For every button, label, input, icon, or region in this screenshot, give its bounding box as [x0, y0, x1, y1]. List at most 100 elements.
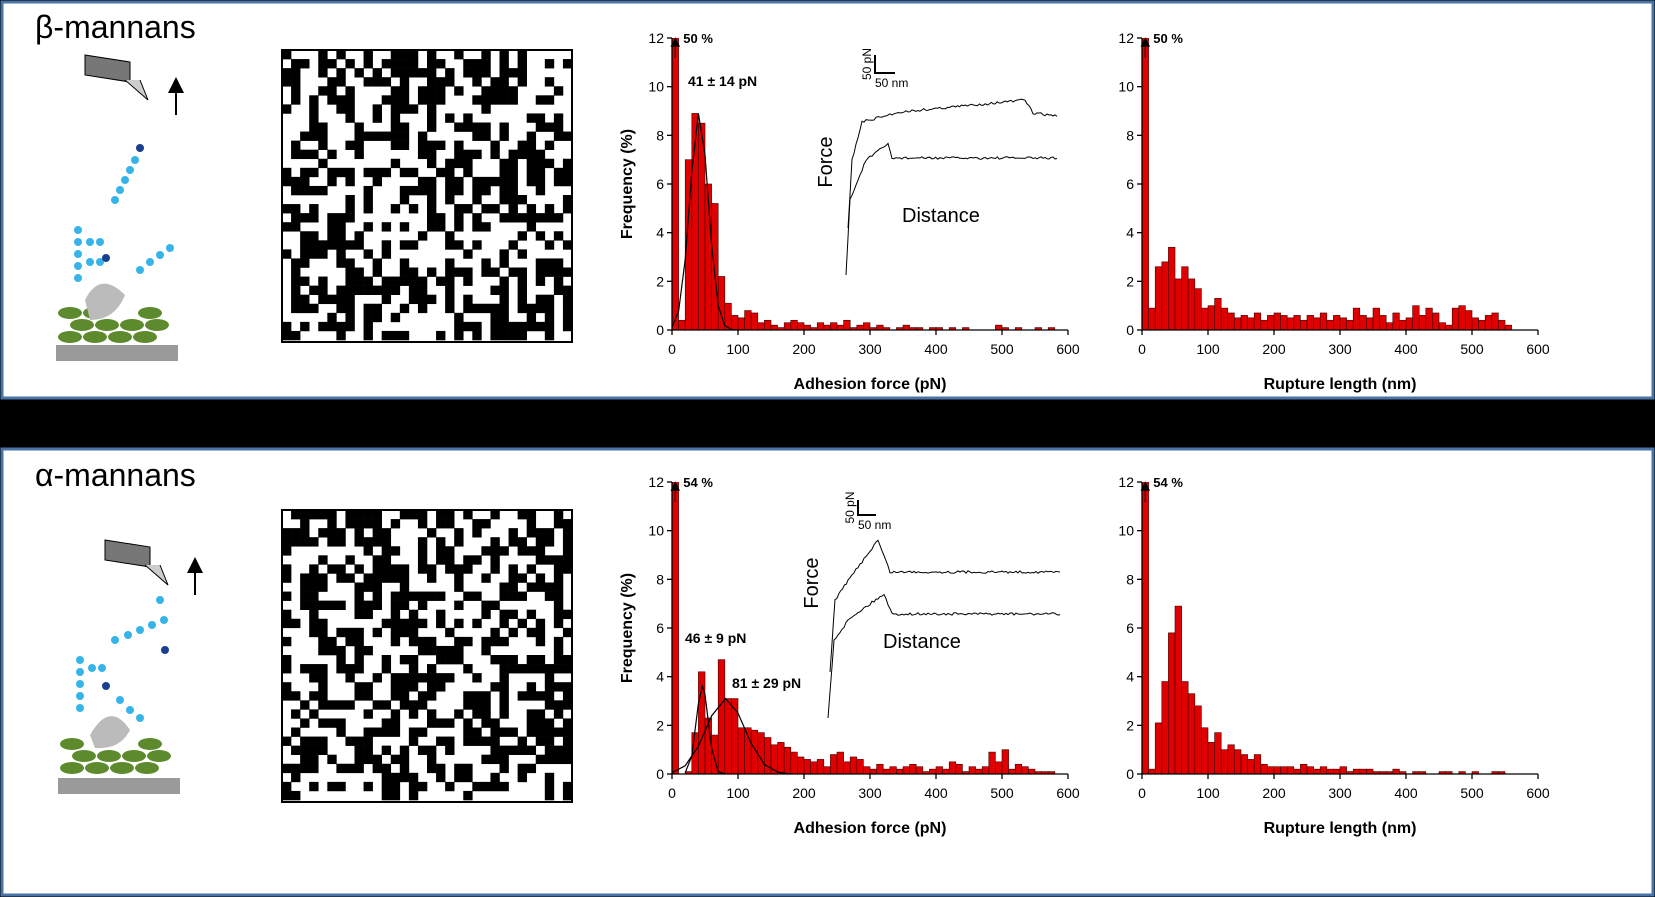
- map-cell: [508, 330, 518, 341]
- map-cell: [345, 86, 355, 96]
- map-cell: [517, 772, 527, 783]
- map-cell: [517, 140, 527, 150]
- map-cell: [372, 104, 382, 114]
- bar: [764, 737, 772, 774]
- map-cell: [508, 167, 518, 178]
- map-cell: [381, 700, 392, 710]
- map-cell: [508, 655, 518, 665]
- map-cell: [490, 204, 500, 214]
- map-cell: [553, 636, 564, 647]
- map-cell: [399, 258, 410, 268]
- bar: [783, 322, 792, 330]
- map-cell: [354, 131, 364, 141]
- map-cell: [445, 167, 455, 178]
- map-cell: [535, 258, 546, 268]
- map-cell: [300, 664, 310, 674]
- bars: [672, 482, 1056, 774]
- map-cell: [309, 231, 319, 241]
- map-cell: [282, 167, 292, 178]
- x-tick-label: 400: [1394, 341, 1418, 357]
- map-cell: [336, 330, 346, 341]
- map-cell: [553, 573, 564, 583]
- map-cell: [490, 655, 500, 665]
- map-cell: [544, 258, 555, 268]
- map-cell: [336, 763, 346, 774]
- map-cell: [535, 736, 546, 746]
- map-cell: [363, 573, 373, 583]
- map-cell: [544, 158, 555, 169]
- map-cell: [436, 772, 446, 783]
- map-cell: [463, 122, 473, 132]
- map-cell: [535, 185, 546, 196]
- map-cell: [526, 321, 537, 332]
- map-cell: [399, 600, 410, 610]
- map-cell: [427, 709, 437, 719]
- map-cell: [372, 537, 382, 547]
- map-cell: [291, 222, 301, 232]
- map-cell: [463, 763, 473, 774]
- map-cell: [436, 655, 446, 665]
- map-cell: [300, 167, 310, 178]
- map-cell: [381, 222, 392, 232]
- map-cell: [309, 510, 319, 520]
- bar: [1293, 315, 1301, 330]
- map-cell: [499, 321, 509, 332]
- map-cell: [291, 303, 301, 314]
- map-cell: [526, 627, 537, 638]
- map-cell: [363, 609, 373, 620]
- map-cell: [454, 582, 464, 592]
- map-cell: [445, 231, 455, 241]
- map-cell: [463, 700, 473, 710]
- map-cell: [381, 564, 392, 574]
- map-cell: [490, 736, 500, 746]
- map-cell: [345, 510, 355, 520]
- map-cell: [408, 50, 419, 60]
- bar: [1300, 763, 1308, 774]
- map-cell: [291, 763, 301, 774]
- bar: [1286, 317, 1295, 330]
- map-cell: [399, 185, 410, 196]
- map-cell: [508, 185, 518, 196]
- bar: [1161, 261, 1169, 330]
- map-cell: [427, 645, 437, 656]
- map-cell: [417, 185, 428, 196]
- map-cell: [454, 564, 464, 574]
- panel: [0, 0, 1655, 400]
- map-cell: [562, 294, 573, 305]
- map-cell: [562, 555, 573, 565]
- bar: [1326, 768, 1334, 774]
- map-cell: [544, 95, 555, 105]
- map-cell: [390, 772, 401, 783]
- map-cell: [436, 167, 446, 178]
- bar: [1154, 722, 1163, 774]
- map-cell: [408, 267, 419, 277]
- map-cell: [499, 636, 509, 647]
- map-cell: [553, 285, 564, 295]
- map-cell: [318, 122, 328, 132]
- map-cell: [427, 185, 437, 196]
- bar: [764, 319, 772, 330]
- map-cell: [300, 519, 310, 529]
- map-cell: [553, 113, 564, 123]
- map-cell: [499, 258, 509, 268]
- map-cell: [336, 222, 346, 232]
- map-cell: [363, 204, 373, 214]
- map-cell: [300, 600, 310, 610]
- map-cell: [490, 321, 500, 332]
- map-cell: [354, 754, 364, 765]
- map-cell: [309, 709, 319, 719]
- map-cell: [417, 618, 428, 629]
- map-cell: [544, 303, 555, 314]
- map-cell: [544, 718, 555, 728]
- map-cell: [372, 727, 382, 737]
- map-cell: [345, 627, 355, 638]
- map-cell: [508, 537, 518, 547]
- map-cell: [463, 664, 473, 674]
- map-cell: [354, 537, 364, 547]
- map-cell: [381, 618, 392, 629]
- map-cell: [553, 122, 564, 132]
- map-cell: [372, 564, 382, 574]
- map-cell: [526, 158, 537, 169]
- map-cell: [336, 213, 346, 223]
- map-cell: [445, 564, 455, 574]
